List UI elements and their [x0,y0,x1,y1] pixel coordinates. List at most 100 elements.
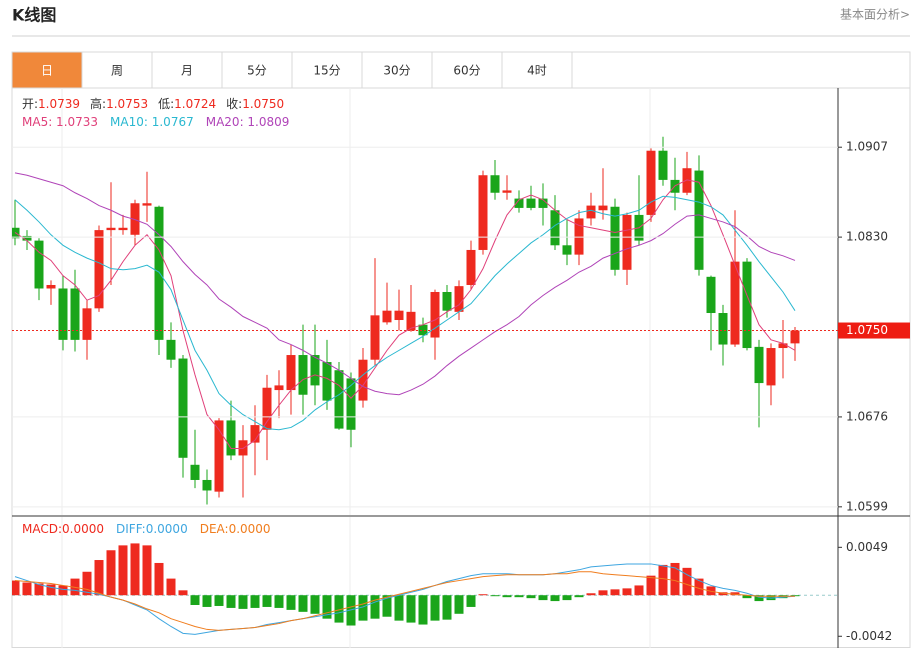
candle-body [286,355,296,391]
macd-bar [394,595,404,621]
tab-label[interactable]: 5分 [247,64,267,78]
macd-bar [190,595,200,605]
tab-label[interactable]: 30分 [383,64,410,78]
candle-body [154,206,164,340]
macd-bar [274,595,284,608]
tab-label[interactable]: 日 [41,64,53,78]
candle-body [514,198,524,208]
candle-body [142,203,152,206]
macd-bar [58,585,68,596]
legend-entry: MACD:0.0000 [22,522,104,536]
macd-bar [22,582,32,596]
candle-body [550,210,560,246]
candle-body [430,291,440,338]
macd-bar [418,595,428,625]
macd-bar [670,562,680,596]
candle-body [370,315,380,360]
tab-label[interactable]: 月 [181,64,193,78]
macd-bar [646,575,656,596]
candle-body [598,205,608,211]
macd-bar [502,595,512,598]
y-tick-label: 1.0599 [846,499,888,513]
macd-bar [694,578,704,596]
candle-body [406,311,416,331]
tab-label[interactable]: 15分 [313,64,340,78]
legend-entry: DEA:0.0000 [200,522,271,536]
candle-body [742,261,752,349]
macd-bar [538,595,548,601]
candle-body [766,348,776,386]
tab[interactable] [361,51,433,89]
candle-body [382,310,392,323]
candle-body [118,227,128,231]
candle-body [250,425,260,443]
macd-bar [12,580,20,596]
fundamental-link[interactable]: 基本面分析> [840,8,910,22]
candle-body [538,198,548,208]
macd-bar [490,595,500,597]
macd-bar [742,595,752,599]
candle-body [490,175,500,193]
indicator-line [14,563,796,635]
tab[interactable] [81,51,153,89]
candle-body [226,420,236,456]
macd-bar [118,545,128,596]
macd-bar [598,590,608,596]
candle-body [502,190,512,193]
candle-body [754,346,764,384]
candle-body [346,378,356,430]
macd-bar [610,589,620,596]
candle-body [526,198,536,208]
macd-bar [166,578,176,596]
candle-body [586,205,596,219]
candle-body [274,385,284,391]
macd-bar [262,595,272,607]
tab[interactable] [501,51,573,89]
candle-body [574,218,584,255]
y-tick-label: 0.0049 [846,540,888,554]
ohlc-value: 1.0739 [38,97,80,111]
tab-label[interactable]: 4时 [527,64,547,78]
plot-area [12,136,838,635]
macd-bar [214,595,224,606]
tab-label[interactable]: 周 [111,64,123,78]
candle-body [622,214,632,270]
ohlc-label: 收: [226,97,242,111]
candle-body [22,235,32,241]
candle-body [454,286,464,312]
candle-body [82,308,92,340]
candle-body [442,291,452,311]
last-price-label: 1.0750 [846,323,888,337]
tab-label[interactable]: 60分 [453,64,480,78]
legend: MA5: 1.0733 MA10: 1.0767 MA20: 1.0809 [22,115,289,129]
macd-bar [478,594,488,596]
candle-body [310,355,320,386]
last-price-box [838,322,910,339]
macd-bar [370,595,380,619]
macd-bar [286,595,296,610]
macd-bar [658,564,668,596]
macd-bar [250,595,260,608]
y-tick-label: 1.0676 [846,409,888,423]
candle-body [682,168,692,193]
candle-body [718,313,728,345]
macd-bar [202,595,212,607]
macd-bar [406,595,416,623]
macd-bar [142,545,152,596]
legend-entry: MA5: 1.0733 [22,115,98,129]
candle-body [46,284,56,289]
macd-bar [682,567,692,596]
indicator-line [14,571,795,631]
macd-bar [34,583,44,596]
ohlc-label: 高: [90,96,106,111]
candle-body [418,324,428,336]
legend-entry: MA20: 1.0809 [206,115,290,129]
macd-bar [322,595,332,619]
macd-bar [178,590,188,596]
candle-body [214,420,224,492]
candle-body [334,370,344,429]
candle-body [262,387,272,430]
candle-body [694,170,704,270]
macd-bar [754,595,764,602]
